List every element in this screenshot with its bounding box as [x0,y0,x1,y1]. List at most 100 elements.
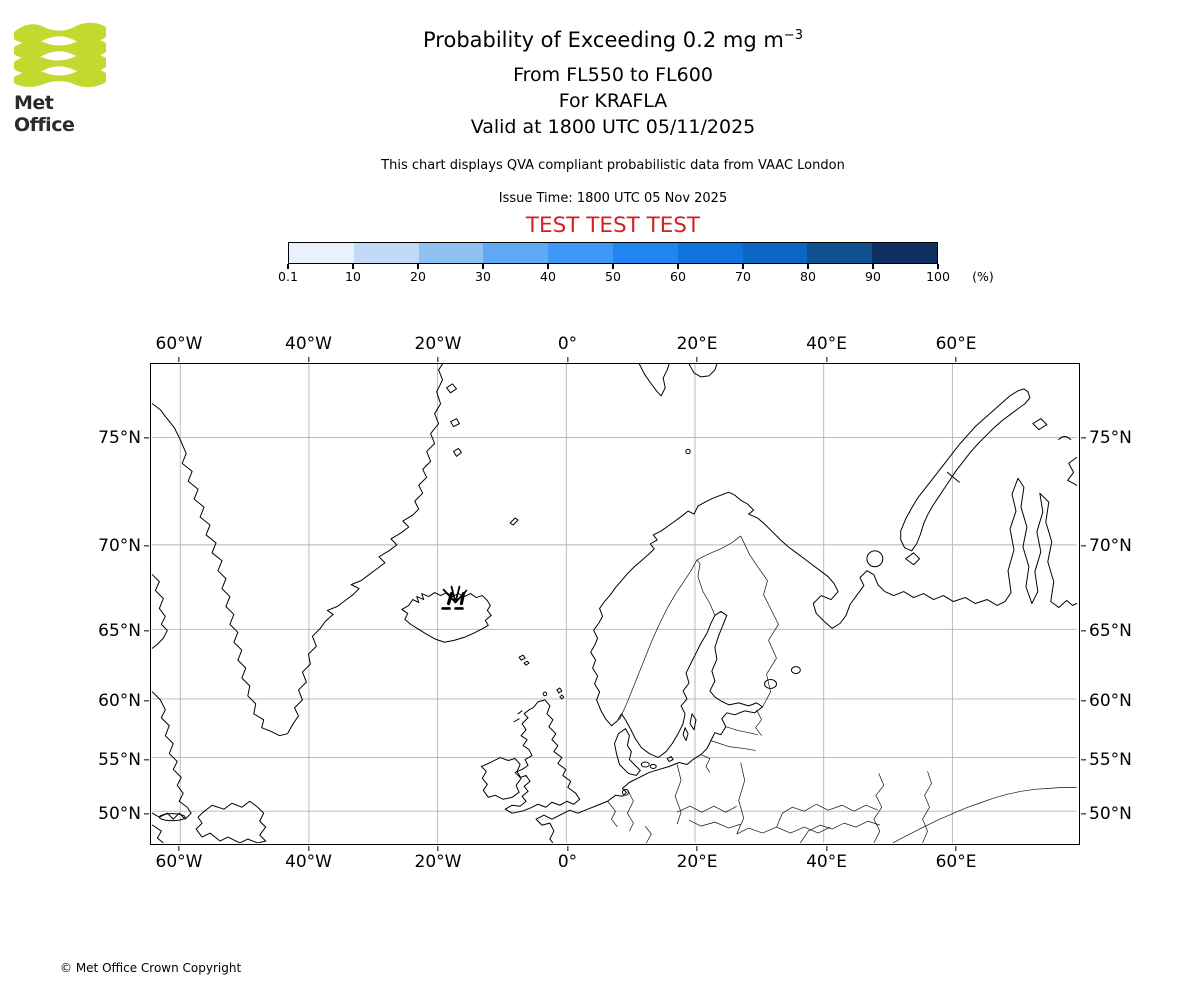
coastline-svalbard [638,364,718,397]
axis-tick [307,846,310,851]
coastline-vaygach [905,552,921,566]
map-canvas [151,364,1078,843]
lon-axis-label-bottom: 20°W [414,852,462,872]
lon-axis-label-top: 60°E [935,334,977,354]
colorbar-segment [289,243,354,263]
lat-axis-label-right: 50°N [1089,804,1132,824]
border-line [607,789,741,843]
coastline-bear-island [685,448,691,455]
axis-tick [955,846,957,851]
subtitle-flight-levels: From FL550 to FL600 [513,64,713,86]
title-superscript: −3 [783,28,803,43]
map-plot: 60°W 60°W 40°W 40°W 20°W 20°W 0° 0° 20°E 20°E 40°E… [98,334,1132,872]
lon-axis-label-top: 40°E [806,334,847,354]
lon-axis-label-bottom: 40°E [806,852,847,872]
logo-wave [14,38,106,59]
colorbar-tick-label: 100 [926,269,950,284]
lat-axis-label-right: 60°N [1089,691,1132,711]
colorbar-tick [807,263,809,269]
colorbar-tick [352,263,354,269]
coastline-newfoundland [195,800,267,843]
lon-axis-label-top: 0° [557,334,578,354]
border-line [674,709,762,835]
coastline-faroe [518,654,530,666]
title-main: Probability of Exceeding 0.2 mg m [423,28,784,52]
axis-tick [144,813,149,815]
coastline-gotland-oland [682,713,697,742]
colorbar-tick [612,263,614,269]
lat-axis-label-left: 70°N [98,536,141,556]
met-office-logo: Met Office [14,22,114,136]
lon-axis-label-bottom: 40°W [285,852,332,872]
colorbar-tick [937,263,939,269]
coastline-ireland [480,757,522,800]
axis-tick [1080,630,1086,632]
axis-tick [178,357,180,362]
issue-time: Issue Time: 1800 UTC 05 Nov 2025 [498,191,728,206]
lon-axis-label-top: 40°W [285,334,332,354]
lat-axis-label-right: 55°N [1089,750,1132,770]
axis-tick [696,846,698,851]
axis-tick [696,357,698,362]
qva-description: This chart displays QVA compliant probab… [381,158,845,173]
lon-axis-label-bottom: 60°E [935,852,977,872]
colorbar-tick-label: 10 [345,269,361,284]
border-line [619,535,779,720]
colorbar-tick [547,263,549,269]
axis-tick [825,357,828,362]
river-line [873,771,932,843]
lat-axis-label-left: 75°N [98,428,141,448]
colorbar-segment [677,243,743,263]
axis-tick [437,846,439,851]
volcano-feet [446,591,466,606]
coastline-great-britain [504,699,581,814]
lake-ladoga-onega [764,666,801,689]
axis-tick [144,545,149,547]
test-banner: TEST TEST TEST [525,213,701,238]
matochkin-strait [946,471,960,483]
colorbar-tick-label: 30 [475,269,491,284]
colorbar-tick-label: 90 [865,269,881,284]
colorbar-segment [742,243,808,263]
graticule [152,364,1077,843]
colorbar-tick [742,263,744,269]
colorbar-tick [287,263,289,269]
coastline-hebrides [513,710,523,723]
copyright-text: © Met Office Crown Copyright [60,961,242,975]
coastline-greenland-islands [446,383,462,457]
lat-axis-label-right: 70°N [1089,536,1132,556]
logo-brand-text: Met Office [14,92,75,136]
colorbar-labels: 0.1 10 20 30 40 50 60 70 80 90 100 (%) [278,269,1008,285]
axis-tick [1080,813,1086,815]
lat-axis-label-right: 75°N [1089,428,1132,448]
coastline-novaya-zemlya [900,388,1031,552]
colorbar-tick-label: 0.1 [278,269,298,284]
colorbar-segment [807,243,873,263]
coastline-anticosti [158,813,186,822]
border-kazakhstan [892,787,1077,843]
coastline-denmark [614,728,641,776]
colorbar-segment [418,243,484,263]
colorbar-tick [482,263,484,269]
axis-tick [566,357,569,362]
colorbar-unit-label: (%) [972,269,994,284]
axis-tick [144,700,149,702]
colorbar-segment [612,243,678,263]
coastline-iceland [401,592,492,643]
colorbar-ticks [287,263,939,270]
coastline-labrador [151,691,192,820]
lat-axis-label-right: 65°N [1089,621,1132,641]
coastline-arctic-islands [1032,418,1078,486]
axis-tick [307,357,310,362]
axis-tick [1080,545,1086,547]
colorbar-tick [872,263,874,269]
axis-tick [144,759,149,761]
axis-tick [1080,759,1086,761]
axis-tick [825,846,828,851]
axis-tick [955,357,957,362]
coastline-zuiderzee [621,788,629,796]
logo-wave [14,53,106,74]
axis-tick [178,846,180,851]
colorbar-tick-label: 60 [670,269,686,284]
probability-colorbar [288,242,938,264]
